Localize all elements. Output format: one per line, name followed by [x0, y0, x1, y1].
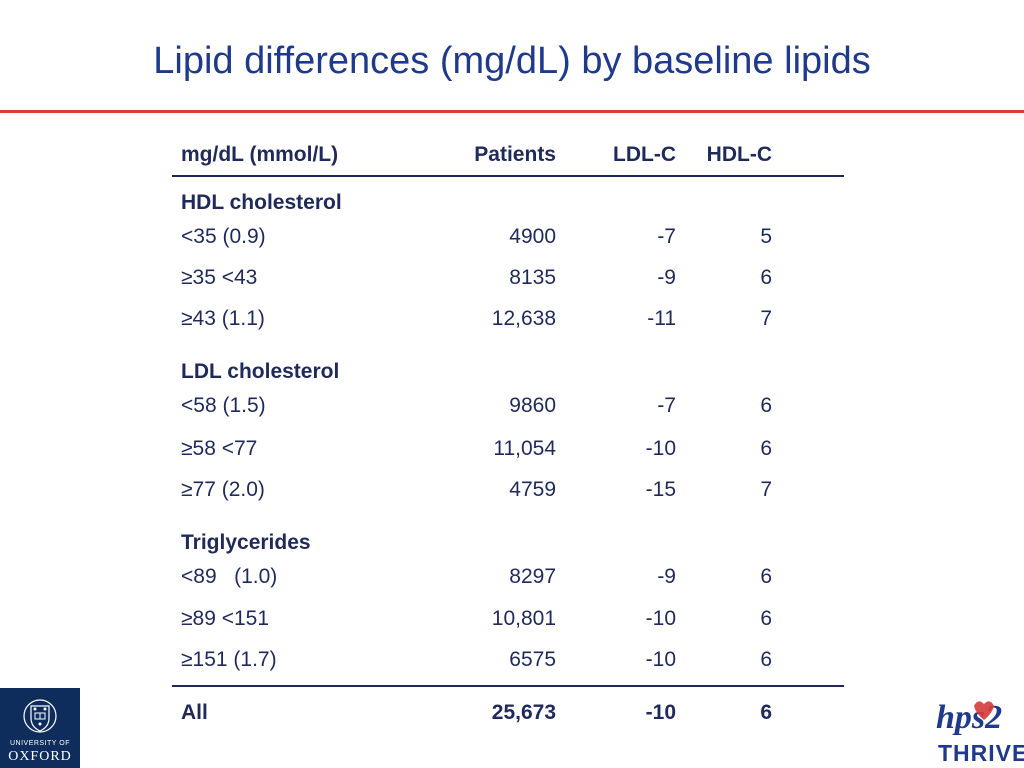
row-hdl: 6 — [760, 565, 772, 588]
section-label: LDL cholesterol — [181, 360, 340, 383]
row-patients: 9860 — [509, 394, 556, 417]
table-row: <89 (1.0) 8297 -9 6 — [172, 562, 844, 592]
row-label: ≥43 (1.1) — [181, 307, 265, 330]
table-row: <58 (1.5) 9860 -7 6 — [172, 391, 844, 421]
table-row: ≥89 <151 10,801 -10 6 — [172, 604, 844, 634]
title-divider — [0, 110, 1024, 113]
slide-title: Lipid differences (mg/dL) by baseline li… — [153, 40, 871, 82]
row-patients: 10,801 — [491, 607, 556, 630]
row-hdl: 5 — [760, 225, 772, 248]
row-ldl: -9 — [657, 565, 676, 588]
header-hdl-c: HDL-C — [706, 143, 772, 166]
row-ldl: -10 — [645, 607, 676, 630]
oxford-line1: UNIVERSITY OF — [9, 740, 71, 747]
thrive-wordmark: THRIVE — [938, 740, 1024, 766]
row-label: ≥151 (1.7) — [181, 648, 277, 671]
table-total-row: All 25,673 -10 6 — [172, 698, 844, 728]
row-ldl: -9 — [657, 266, 676, 289]
row-ldl: -15 — [645, 478, 676, 501]
row-patients: 11,054 — [493, 437, 556, 460]
total-hdl: 6 — [760, 701, 772, 724]
row-label: <58 (1.5) — [181, 394, 266, 417]
row-hdl: 6 — [760, 607, 772, 630]
row-patients: 4900 — [509, 225, 556, 248]
section-heading-hdl: HDL cholesterol — [172, 188, 844, 218]
row-ldl: -10 — [645, 648, 676, 671]
row-label: <35 (0.9) — [181, 225, 266, 248]
total-rule — [172, 685, 844, 687]
row-patients: 12,638 — [491, 307, 556, 330]
row-patients: 8297 — [509, 565, 556, 588]
header-ldl-c: LDL-C — [613, 143, 676, 166]
row-label: ≥35 <43 — [181, 266, 258, 289]
row-ldl: -10 — [645, 437, 676, 460]
row-label: ≥58 <77 — [181, 437, 258, 460]
row-hdl: 6 — [760, 648, 772, 671]
row-label: ≥77 (2.0) — [181, 478, 265, 501]
section-heading-ldl: LDL cholesterol — [172, 357, 844, 387]
hps2-mark-icon: hps2 — [936, 699, 1002, 736]
row-hdl: 6 — [760, 394, 772, 417]
table-row: ≥43 (1.1) 12,638 -11 7 — [172, 304, 844, 334]
row-label: ≥89 <151 — [181, 607, 270, 630]
table-row: ≥151 (1.7) 6575 -10 6 — [172, 645, 844, 675]
section-label: Triglycerides — [181, 531, 311, 554]
table-header-row: mg/dL (mmol/L) Patients LDL-C HDL-C — [172, 140, 844, 170]
header-rule — [172, 175, 844, 177]
row-hdl: 6 — [760, 437, 772, 460]
row-patients: 6575 — [509, 648, 556, 671]
row-hdl: 7 — [760, 478, 772, 501]
table-row: ≥77 (2.0) 4759 -15 7 — [172, 475, 844, 505]
header-units: mg/dL (mmol/L) — [181, 143, 339, 166]
oxford-line2: OXFORD — [8, 749, 72, 764]
header-patients: Patients — [474, 143, 556, 166]
total-patients: 25,673 — [491, 701, 556, 724]
row-hdl: 7 — [760, 307, 772, 330]
table-row: ≥58 <77 11,054 -10 6 — [172, 434, 844, 464]
row-label: <89 (1.0) — [181, 565, 278, 588]
section-heading-triglycerides: Triglycerides — [172, 528, 844, 558]
hps2-thrive-logo: hps2 THRIVE — [934, 688, 1024, 768]
row-ldl: -7 — [657, 394, 676, 417]
total-ldl: -10 — [645, 701, 676, 724]
section-label: HDL cholesterol — [181, 191, 342, 214]
table-row: ≥35 <43 8135 -9 6 — [172, 263, 844, 293]
university-of-oxford-logo: UNIVERSITY OF OXFORD — [0, 688, 80, 768]
row-ldl: -7 — [657, 225, 676, 248]
oxford-crest-icon — [23, 699, 57, 733]
row-hdl: 6 — [760, 266, 772, 289]
table-row: <35 (0.9) 4900 -7 5 — [172, 222, 844, 252]
row-ldl: -11 — [647, 307, 676, 330]
total-label: All — [181, 701, 208, 724]
row-patients: 8135 — [509, 266, 556, 289]
row-patients: 4759 — [509, 478, 556, 501]
